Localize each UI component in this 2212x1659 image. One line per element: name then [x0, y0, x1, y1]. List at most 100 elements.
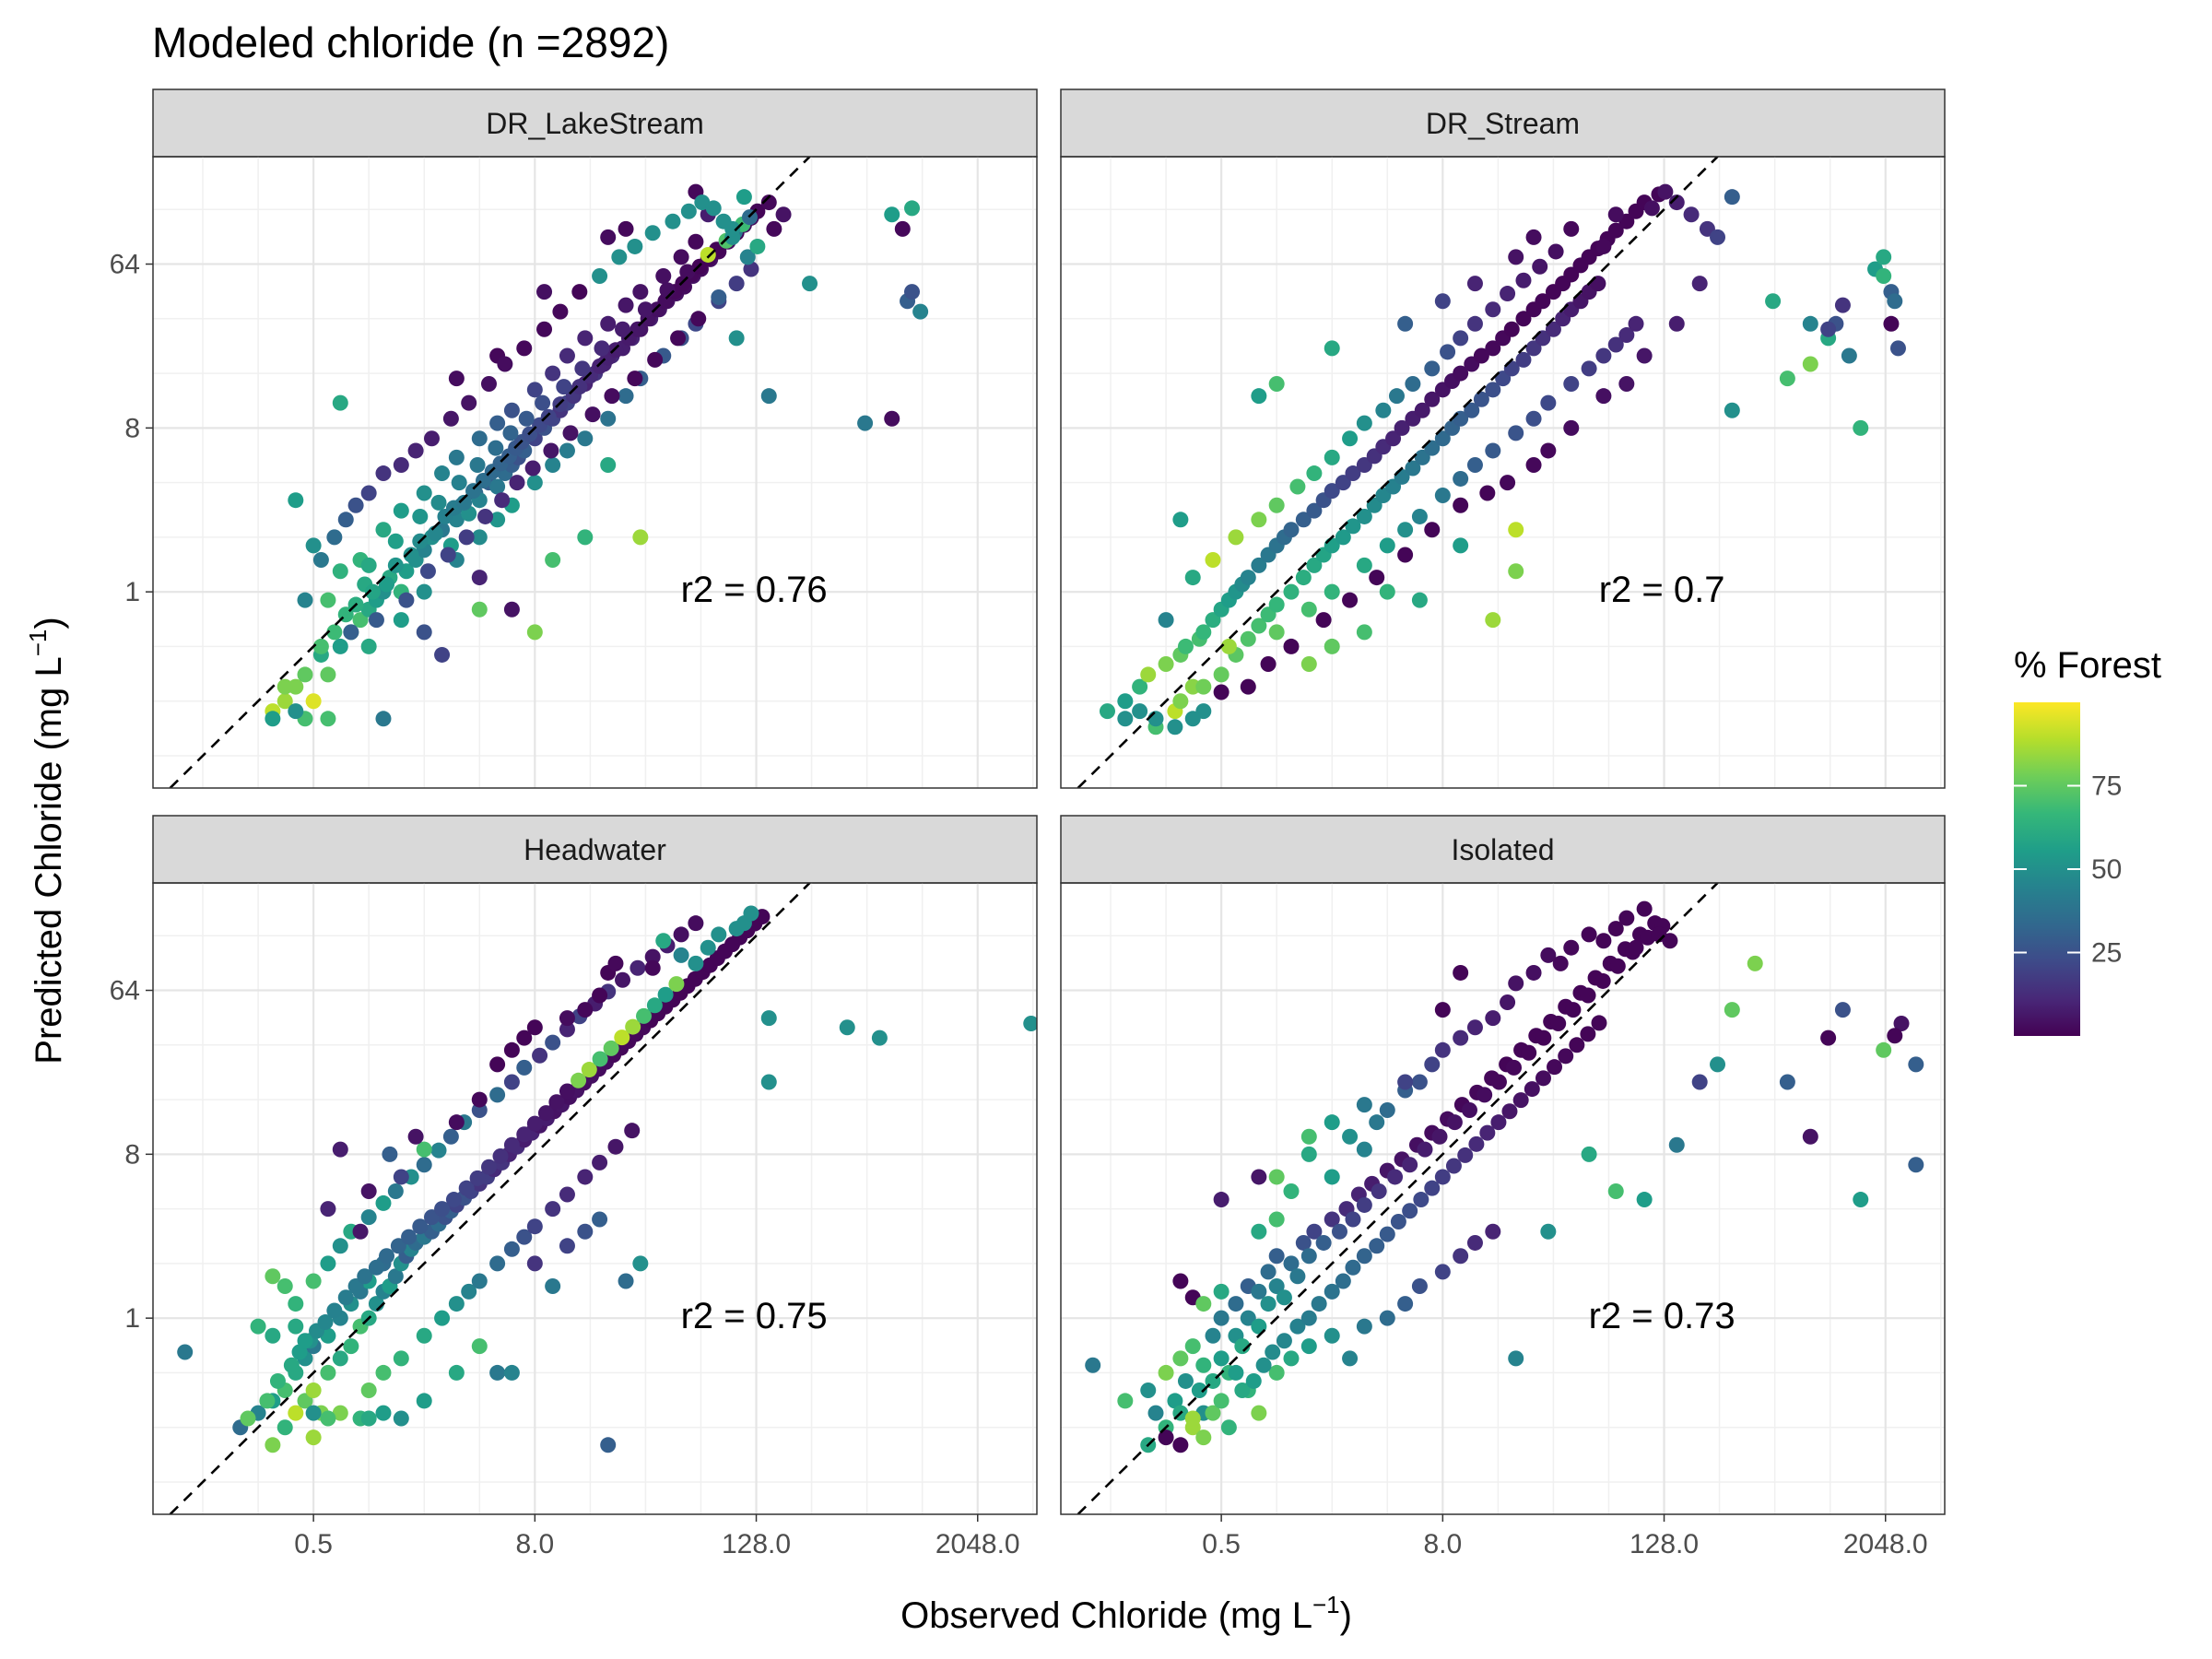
data-point	[434, 646, 451, 663]
data-point	[688, 955, 704, 971]
data-point	[1251, 557, 1267, 573]
data-point	[1147, 1405, 1164, 1421]
data-point	[1268, 1364, 1285, 1381]
data-point	[559, 1083, 575, 1100]
data-point	[1628, 315, 1644, 332]
data-point	[594, 340, 610, 357]
data-point	[1466, 457, 1483, 474]
data-point	[571, 1072, 587, 1088]
data-point	[1394, 419, 1410, 436]
data-point	[1779, 1074, 1795, 1090]
data-point	[390, 1238, 406, 1254]
data-point	[332, 1405, 348, 1421]
data-point	[1140, 666, 1157, 683]
data-point	[526, 1115, 543, 1132]
data-point	[448, 1296, 465, 1312]
data-point	[1550, 1016, 1567, 1032]
data-point	[1379, 1226, 1395, 1242]
data-point	[360, 1382, 377, 1399]
data-point	[1473, 391, 1489, 407]
data-point	[448, 1364, 465, 1381]
data-point	[559, 1238, 575, 1254]
data-point	[320, 1410, 336, 1427]
y-axis-title-sup: −1	[24, 629, 52, 657]
data-point	[1853, 1192, 1869, 1208]
data-point	[1453, 365, 1469, 382]
data-point	[749, 238, 766, 254]
data-point	[624, 1123, 641, 1139]
data-point	[393, 1410, 409, 1427]
data-point	[1508, 522, 1524, 538]
data-point	[503, 402, 520, 418]
data-point	[627, 238, 643, 254]
data-point	[343, 624, 359, 641]
data-point	[711, 926, 727, 943]
data-point	[1802, 315, 1818, 332]
data-point	[636, 1007, 653, 1024]
data-point	[1501, 1103, 1518, 1120]
data-point	[552, 303, 569, 320]
data-point	[1379, 1101, 1395, 1118]
data-point	[775, 206, 792, 223]
data-point	[1397, 522, 1414, 538]
data-point	[607, 342, 624, 359]
data-point	[403, 547, 419, 563]
data-point	[326, 1302, 343, 1319]
data-point	[1213, 666, 1230, 683]
data-point	[1485, 612, 1501, 629]
data-point	[1158, 656, 1174, 673]
data-point	[760, 194, 777, 211]
data-point	[1595, 347, 1612, 364]
data-point	[1265, 1344, 1281, 1360]
data-point	[603, 1040, 619, 1056]
data-point	[743, 905, 759, 922]
legend-tick-label: 50	[2091, 854, 2122, 885]
strip-label: Isolated	[1451, 833, 1554, 866]
data-point	[297, 666, 313, 683]
data-point	[1132, 703, 1148, 720]
data-point	[480, 375, 497, 392]
data-point	[577, 430, 594, 447]
data-point	[577, 1223, 594, 1240]
data-point	[659, 282, 676, 299]
data-point	[1315, 612, 1332, 629]
data-point	[1411, 1074, 1428, 1090]
data-point	[1184, 1338, 1201, 1355]
data-point	[615, 321, 631, 337]
data-point	[1369, 1114, 1385, 1131]
data-point	[644, 959, 661, 976]
data-point	[1445, 1158, 1462, 1174]
data-point	[1172, 1350, 1189, 1367]
data-point	[1508, 563, 1524, 580]
data-point	[545, 1201, 561, 1218]
data-point	[1283, 1255, 1300, 1272]
data-point	[451, 475, 467, 491]
data-point	[1228, 529, 1244, 546]
panel-border	[1060, 156, 1946, 789]
data-point	[360, 1410, 377, 1427]
data-point	[276, 693, 293, 710]
data-point	[607, 1138, 624, 1155]
y-tick-label: 64	[110, 250, 140, 280]
data-point	[1402, 1157, 1418, 1173]
data-point	[1540, 442, 1557, 459]
data-point	[1453, 470, 1469, 487]
legend-tick-label: 25	[2091, 938, 2122, 969]
data-point	[379, 1248, 395, 1265]
data-point	[412, 1218, 429, 1235]
y-axis-title-main: Predicted Chloride (mg L	[29, 656, 69, 1064]
data-point	[1260, 656, 1277, 673]
data-point	[670, 330, 687, 347]
r2-annotation: r2 = 0.76	[681, 570, 828, 610]
data-point	[516, 340, 533, 357]
data-point	[1893, 1016, 1910, 1032]
data-point	[1779, 371, 1795, 387]
data-point	[1117, 693, 1134, 710]
data-point	[489, 1255, 506, 1272]
data-point	[320, 711, 336, 727]
one-to-one-line	[1077, 157, 1719, 788]
data-point	[1417, 1141, 1433, 1158]
data-point	[312, 638, 329, 654]
data-point	[1525, 964, 1542, 981]
